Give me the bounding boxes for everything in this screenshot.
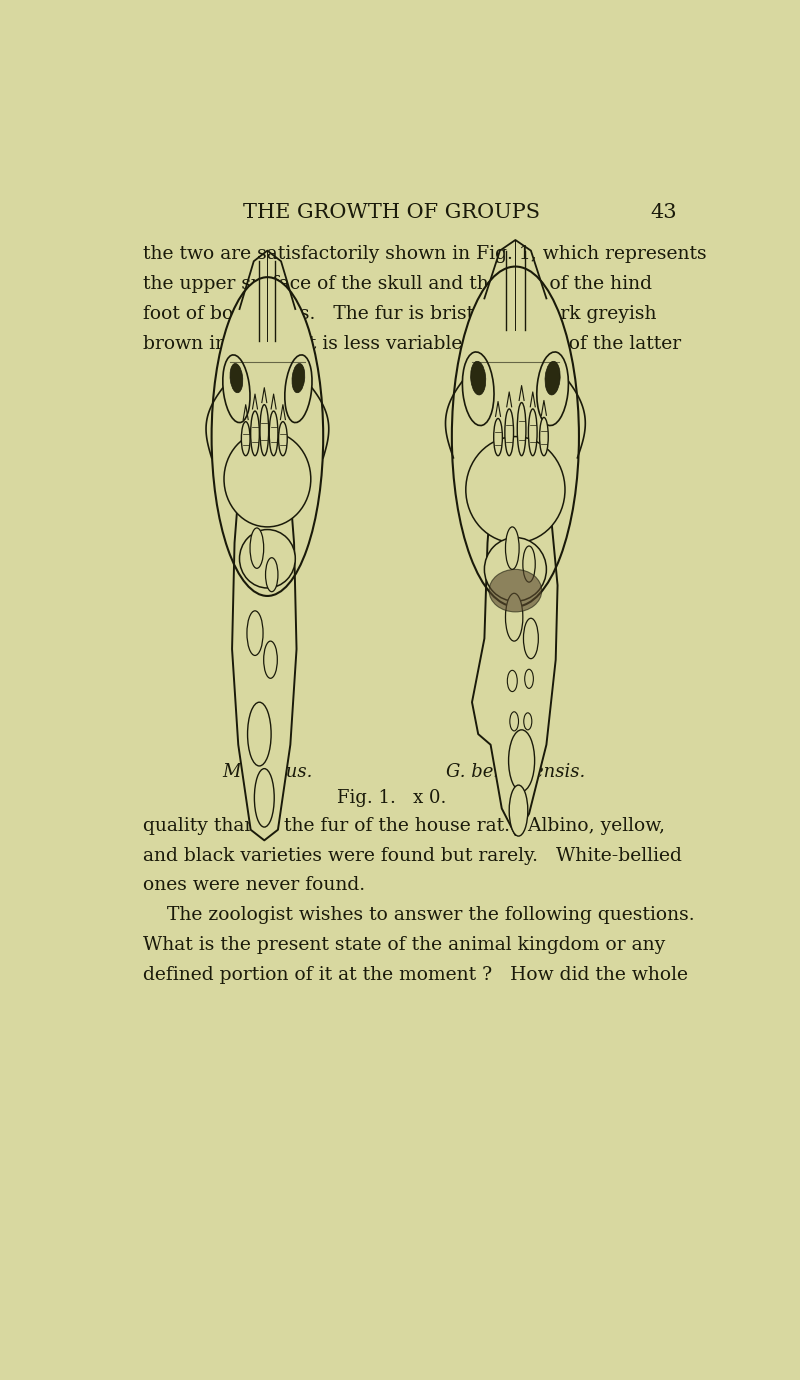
Ellipse shape	[292, 363, 305, 393]
Ellipse shape	[247, 611, 263, 656]
Ellipse shape	[266, 558, 278, 592]
Text: brown in colour, it is less variable in respect of the latter: brown in colour, it is less variable in …	[143, 334, 682, 352]
Polygon shape	[232, 464, 297, 840]
Ellipse shape	[242, 422, 250, 455]
Ellipse shape	[537, 352, 569, 425]
Ellipse shape	[278, 422, 287, 455]
Ellipse shape	[529, 408, 537, 455]
Ellipse shape	[489, 570, 542, 611]
Text: M. rattus.: M. rattus.	[222, 763, 313, 781]
Ellipse shape	[222, 355, 250, 422]
Ellipse shape	[510, 712, 518, 731]
Ellipse shape	[452, 266, 579, 607]
Ellipse shape	[270, 411, 278, 455]
Ellipse shape	[524, 713, 532, 730]
Ellipse shape	[505, 408, 514, 455]
Ellipse shape	[254, 769, 274, 827]
Ellipse shape	[250, 411, 259, 455]
Text: Fig. 1.   x 0.: Fig. 1. x 0.	[337, 789, 446, 807]
Ellipse shape	[285, 355, 312, 422]
Ellipse shape	[485, 537, 546, 602]
Text: the upper surface of the skull and the sole of the hind: the upper surface of the skull and the s…	[143, 275, 653, 293]
Ellipse shape	[470, 362, 486, 395]
Ellipse shape	[224, 431, 310, 527]
Ellipse shape	[264, 642, 278, 679]
Text: and black varieties were found but rarely.   White-bellied: and black varieties were found but rarel…	[143, 847, 682, 865]
Ellipse shape	[247, 702, 271, 766]
Text: The zoologist wishes to answer the following questions.: The zoologist wishes to answer the follo…	[143, 907, 695, 925]
Ellipse shape	[509, 785, 528, 836]
Ellipse shape	[525, 669, 534, 689]
Text: 43: 43	[650, 203, 677, 222]
Ellipse shape	[239, 530, 295, 588]
Text: quality than is the fur of the house rat.   Albino, yellow,: quality than is the fur of the house rat…	[143, 817, 666, 835]
Polygon shape	[472, 464, 558, 835]
Text: the two are satisfactorily shown in Fig. 1, which represents: the two are satisfactorily shown in Fig.…	[143, 246, 707, 264]
Ellipse shape	[545, 362, 560, 395]
Ellipse shape	[523, 546, 535, 582]
Ellipse shape	[466, 436, 565, 542]
Ellipse shape	[509, 730, 534, 792]
Ellipse shape	[507, 671, 518, 691]
Text: What is the present state of the animal kingdom or any: What is the present state of the animal …	[143, 936, 666, 954]
Ellipse shape	[506, 593, 523, 642]
Ellipse shape	[250, 529, 264, 569]
Text: G. bengalensis.: G. bengalensis.	[446, 763, 585, 781]
Text: defined portion of it at the moment ?   How did the whole: defined portion of it at the moment ? Ho…	[143, 966, 688, 984]
Ellipse shape	[230, 363, 242, 393]
Text: ones were never found.: ones were never found.	[143, 876, 366, 894]
Ellipse shape	[494, 418, 502, 455]
Text: THE GROWTH OF GROUPS: THE GROWTH OF GROUPS	[243, 203, 540, 222]
Ellipse shape	[506, 527, 519, 570]
Text: foot of both kinds.   The fur is bristly and dark greyish: foot of both kinds. The fur is bristly a…	[143, 305, 657, 323]
Ellipse shape	[523, 618, 538, 658]
Ellipse shape	[539, 417, 548, 455]
Ellipse shape	[462, 352, 494, 425]
Ellipse shape	[518, 403, 526, 455]
Ellipse shape	[211, 277, 323, 596]
Ellipse shape	[260, 404, 269, 455]
